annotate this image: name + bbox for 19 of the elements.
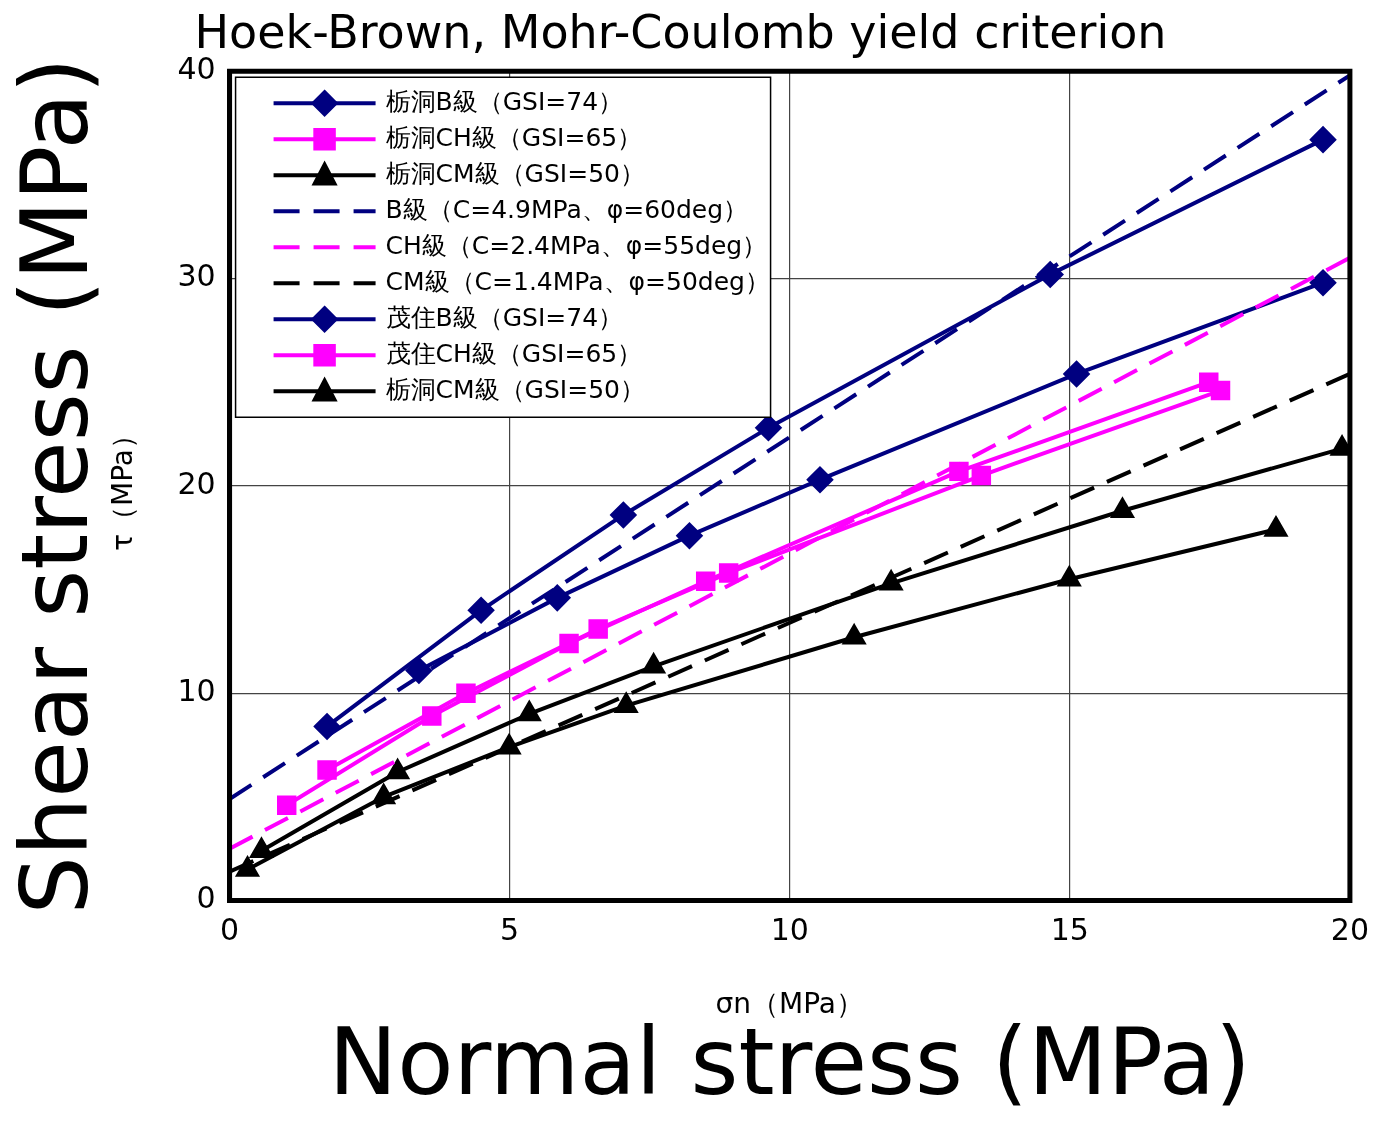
x-tick-label: 15 bbox=[1050, 912, 1089, 948]
legend-label: 栃洞CM級（GSI=50） bbox=[385, 374, 645, 404]
y-tick-label: 10 bbox=[177, 673, 216, 709]
legend-label: CH級（C=2.4MPa、φ=55deg） bbox=[385, 230, 768, 260]
legend-label: B級（C=4.9MPa、φ=60deg） bbox=[385, 194, 749, 224]
legend-label: 栃洞B級（GSI=74） bbox=[385, 86, 624, 116]
x-tick-label: 20 bbox=[1330, 912, 1370, 948]
y-tick-label: 0 bbox=[196, 880, 216, 916]
legend-label: 茂住CH級（GSI=65） bbox=[385, 338, 643, 368]
x-tick-label: 10 bbox=[770, 912, 809, 948]
legend-label: CM級（C=1.4MPa、φ=50deg） bbox=[385, 266, 770, 296]
y-tick-label: 20 bbox=[177, 465, 216, 501]
x-tick-label: 0 bbox=[220, 912, 240, 948]
legend-label: 茂住B級（GSI=74） bbox=[385, 302, 624, 332]
legend-label: 栃洞CH級（GSI=65） bbox=[385, 122, 643, 152]
x-tick-label: 5 bbox=[500, 912, 520, 948]
legend-label: 栃洞CM級（GSI=50） bbox=[385, 158, 645, 188]
y-tick-label: 30 bbox=[177, 258, 216, 294]
y-tick-label: 40 bbox=[177, 51, 216, 86]
